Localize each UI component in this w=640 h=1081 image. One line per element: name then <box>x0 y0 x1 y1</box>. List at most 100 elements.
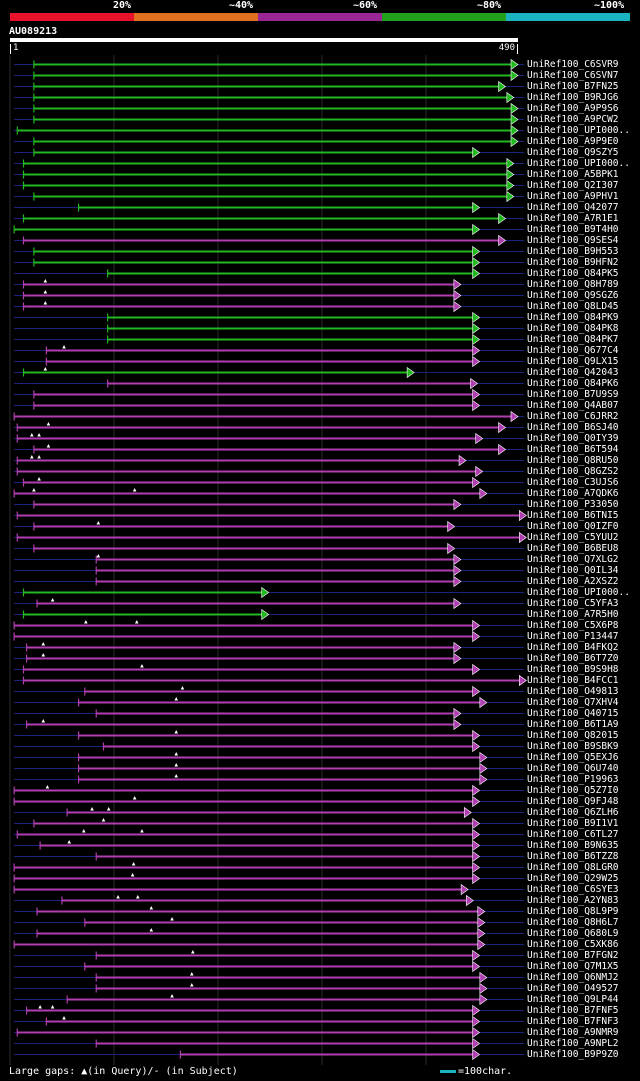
hit-row[interactable] <box>14 839 524 852</box>
hit-label[interactable]: UniRef100_C5X6P8 <box>527 620 619 631</box>
hit-row[interactable] <box>14 971 524 984</box>
hit-label[interactable]: UniRef100_C5XK86 <box>527 939 619 950</box>
hit-row[interactable] <box>14 850 524 863</box>
hit-row[interactable] <box>14 377 524 390</box>
hit-label[interactable]: UniRef100_B7FN25 <box>527 81 619 92</box>
hit-label[interactable]: UniRef100_Q9FJ48 <box>527 796 619 807</box>
hit-row[interactable] <box>14 542 524 555</box>
hit-row[interactable] <box>14 641 524 654</box>
hit-label[interactable]: UniRef100_C6TL27 <box>527 829 619 840</box>
hit-row[interactable] <box>14 1015 524 1028</box>
hit-label[interactable]: UniRef100_B9N635 <box>527 840 619 851</box>
hit-row[interactable] <box>14 652 524 665</box>
hit-label[interactable]: UniRef100_Q5EXJ6 <box>527 752 619 763</box>
hit-row[interactable] <box>14 531 527 544</box>
hit-label[interactable]: UniRef100_Q8GZS2 <box>527 466 619 477</box>
hit-label[interactable]: UniRef100_Q6U740 <box>527 763 619 774</box>
query-id[interactable]: AU089213 <box>9 26 58 37</box>
hit-row[interactable] <box>14 553 524 566</box>
hit-label[interactable]: UniRef100_B9H553 <box>527 246 619 257</box>
hit-row[interactable] <box>14 1004 524 1017</box>
hit-row[interactable] <box>14 740 524 753</box>
hit-row[interactable] <box>14 267 524 280</box>
hit-label[interactable]: UniRef100_A9P9S6 <box>527 103 619 114</box>
hit-label[interactable]: UniRef100_Q8RU50 <box>527 455 619 466</box>
hit-row[interactable] <box>13 795 524 808</box>
hit-label[interactable]: UniRef100_Q9LP44 <box>527 994 619 1005</box>
hit-label[interactable]: UniRef100_Q8LGR0 <box>527 862 619 873</box>
hit-row[interactable] <box>14 1026 524 1039</box>
hit-row[interactable] <box>14 674 527 687</box>
hit-row[interactable] <box>14 696 524 709</box>
hit-label[interactable]: UniRef100_Q9SES4 <box>527 235 619 246</box>
hit-row[interactable] <box>14 773 524 786</box>
hit-row[interactable] <box>13 883 524 896</box>
hit-label[interactable]: UniRef100_C5YUU2 <box>527 532 619 543</box>
hit-row[interactable] <box>14 91 524 104</box>
hit-row[interactable] <box>14 707 524 720</box>
hit-row[interactable] <box>14 135 524 148</box>
hit-row[interactable] <box>13 487 524 500</box>
hit-row[interactable] <box>14 905 524 918</box>
hit-label[interactable]: UniRef100_B4FKQ2 <box>527 642 619 653</box>
hit-label[interactable]: UniRef100_B6T1A9 <box>527 719 619 730</box>
hit-label[interactable]: UniRef100_Q7XLG2 <box>527 554 619 565</box>
hit-row[interactable] <box>14 718 524 731</box>
hit-row[interactable] <box>14 146 524 159</box>
hit-row[interactable] <box>14 608 524 621</box>
hit-row[interactable] <box>14 729 524 742</box>
hit-row[interactable] <box>14 916 524 929</box>
hit-row[interactable] <box>14 1048 524 1061</box>
hit-label[interactable]: UniRef100_Q9SGZ6 <box>527 290 619 301</box>
hit-label[interactable]: UniRef100_A2XSZ2 <box>527 576 619 587</box>
hit-label[interactable]: UniRef100_C5YFA3 <box>527 598 619 609</box>
hit-row[interactable] <box>14 322 524 335</box>
hit-label[interactable]: UniRef100_Q7XHV4 <box>527 697 619 708</box>
hit-row[interactable] <box>14 432 524 445</box>
hit-label[interactable]: UniRef100_A5BPK1 <box>527 169 619 180</box>
hit-row[interactable] <box>14 421 524 434</box>
hit-row[interactable] <box>14 388 524 401</box>
hit-label[interactable]: UniRef100_Q4AB07 <box>527 400 619 411</box>
hit-label[interactable]: UniRef100_Q42077 <box>527 202 619 213</box>
hit-row[interactable] <box>14 245 524 258</box>
hit-label[interactable]: UniRef100_Q82015 <box>527 730 619 741</box>
hit-label[interactable]: UniRef100_Q42043 <box>527 367 619 378</box>
hit-label[interactable]: UniRef100_A9P9E0 <box>527 136 619 147</box>
hit-label[interactable]: UniRef100_B9SBK9 <box>527 741 619 752</box>
hit-row[interactable] <box>14 982 524 995</box>
hit-label[interactable]: UniRef100_B9S9H8 <box>527 664 619 675</box>
hit-row[interactable] <box>14 564 524 577</box>
hit-label[interactable]: UniRef100_B6SJ40 <box>527 422 619 433</box>
hit-label[interactable]: UniRef100_B7FNF3 <box>527 1016 619 1027</box>
hit-label[interactable]: UniRef100_Q5Z7I0 <box>527 785 619 796</box>
hit-label[interactable]: UniRef100_A7QDK6 <box>527 488 619 499</box>
hit-row[interactable] <box>14 58 524 71</box>
hit-label[interactable]: UniRef100_C6SYE3 <box>527 884 619 895</box>
hit-row[interactable] <box>14 806 524 819</box>
hit-label[interactable]: UniRef100_A9NPL2 <box>527 1038 619 1049</box>
hit-label[interactable]: UniRef100_Q29W25 <box>527 873 619 884</box>
hit-label[interactable]: UniRef100_Q84PK5 <box>527 268 619 279</box>
hit-label[interactable]: UniRef100_C6SVN7 <box>527 70 619 81</box>
hit-row[interactable] <box>14 311 524 324</box>
hit-row[interactable] <box>14 498 524 511</box>
hit-label[interactable]: UniRef100_Q0IZF0 <box>527 521 619 532</box>
hit-row[interactable] <box>14 124 524 137</box>
hit-label[interactable]: UniRef100_C6SVR9 <box>527 59 619 70</box>
hit-label[interactable]: UniRef100_A7R1E1 <box>527 213 619 224</box>
hit-row[interactable] <box>13 630 524 643</box>
hit-row[interactable] <box>14 102 524 115</box>
hit-label[interactable]: UniRef100_P33050 <box>527 499 619 510</box>
hit-label[interactable]: UniRef100_B4FCC1 <box>527 675 619 686</box>
hit-label[interactable]: UniRef100_Q40715 <box>527 708 619 719</box>
hit-label[interactable]: UniRef100_Q84PK8 <box>527 323 619 334</box>
hit-row[interactable] <box>14 278 524 291</box>
hit-label[interactable]: UniRef100_B9I1V1 <box>527 818 619 829</box>
hit-label[interactable]: UniRef100_A7R5H0 <box>527 609 619 620</box>
hit-label[interactable]: UniRef100_P13447 <box>527 631 619 642</box>
hit-label[interactable]: UniRef100_Q677C4 <box>527 345 619 356</box>
hit-row[interactable] <box>14 817 524 830</box>
hit-row[interactable] <box>14 894 524 907</box>
hit-row[interactable] <box>14 80 524 93</box>
